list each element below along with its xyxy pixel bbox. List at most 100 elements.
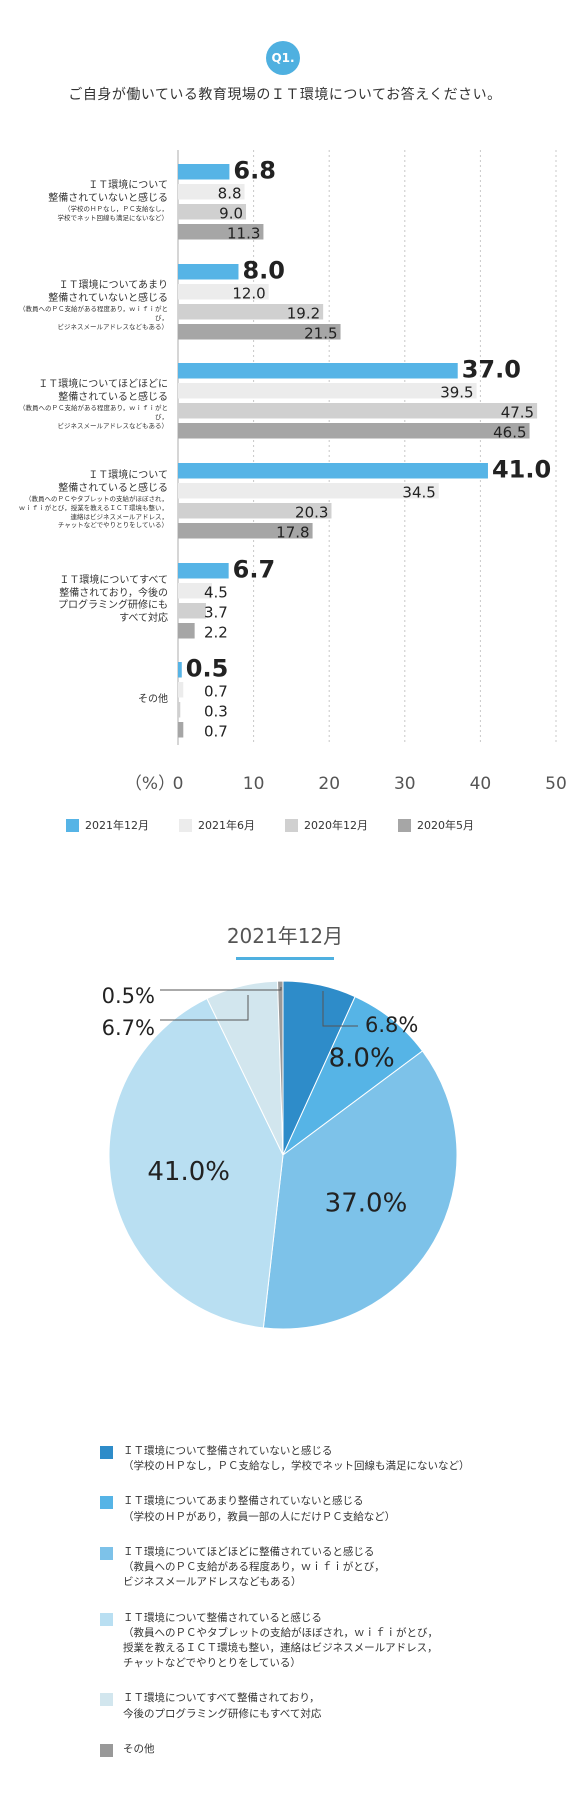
legend-label: 2020年5月: [417, 819, 474, 832]
pie-legend-sub: ビジネスメールアドレスなどもある）: [123, 1576, 302, 1589]
pie-slice: [277, 980, 284, 1156]
category-sub-text: 連絡はビジネスメールアドレス，: [70, 512, 169, 521]
value-label: 0.3: [204, 703, 228, 721]
pie-legend-text: ＩＴ環境について整備されていると感じる （教員へのＰＣやタブレットの支給がほぼされ…: [123, 1611, 438, 1672]
bar: [178, 184, 245, 200]
bar: [178, 702, 181, 718]
value-label: 11.3: [227, 225, 260, 243]
value-label: 4.5: [204, 584, 228, 602]
bar: [178, 224, 264, 240]
pie-legend-sub: 今後のプログラミング研修にもすべて対応: [123, 1707, 322, 1720]
legend-swatch: [179, 818, 192, 832]
value-label: 17.8: [276, 524, 309, 542]
x-tick-label: 50: [545, 774, 567, 794]
pie-legend-item: ＩＴ環境について整備されていると感じる （教員へのＰＣやタブレットの支給がほぼされ…: [100, 1611, 540, 1672]
value-label: 8.0: [242, 257, 285, 285]
pie-leader-line: [322, 991, 358, 1027]
pie-legend-text: ＩＴ環境についてあまり整備されていないと感じる （学校のＨＰがあり，教員一部の人に…: [123, 1494, 395, 1524]
value-label: 3.7: [204, 604, 228, 622]
pie-legend-sub: （学校のＨＰなし，ＰＣ支給なし，学校でネット回線も満足にないなど）: [123, 1460, 470, 1473]
value-label: 6.7: [233, 556, 276, 584]
bar: [178, 423, 530, 439]
x-tick-label: 0: [173, 774, 184, 794]
pie-legend-text: その他: [123, 1742, 155, 1757]
bar-chart: 6.88.8 9.0 11.3 8.012.0 19.2 21.5 37.039.5 47.5…: [125, 150, 567, 794]
category-sub-text: ビジネスメールアドレスなどもある）: [57, 322, 169, 331]
pie-legend-main: ＩＴ環境についてあまり整備されていないと感じる: [123, 1495, 364, 1508]
value-label: 47.5: [501, 404, 534, 422]
category-main-text: プログラミング研修にも: [58, 600, 168, 611]
pie-legend-item: その他: [100, 1742, 540, 1757]
category-main-text: その他: [138, 693, 168, 705]
pie-legend-swatch: [100, 1693, 113, 1707]
pie-legend-main: ＩＴ環境について整備されていると感じる: [123, 1611, 322, 1624]
category-main-text: ＩＴ環境について: [88, 180, 168, 191]
pie-legend-swatch: [100, 1546, 113, 1560]
value-label: 39.5: [440, 384, 473, 402]
legend-item: 2021年6月: [179, 817, 255, 833]
bar: [178, 623, 195, 639]
x-tick-label: 40: [470, 774, 492, 794]
pie-leader-line: [160, 995, 249, 1021]
bar: [178, 603, 206, 619]
bar: [178, 383, 477, 399]
bar: [178, 264, 239, 280]
pie-title: 2021年12月: [226, 924, 344, 948]
category-main-text: ＩＴ環境について: [88, 470, 168, 481]
legend-swatch: [66, 818, 79, 832]
pie-value-label: 6.7%: [102, 1016, 155, 1040]
bar: [178, 324, 341, 340]
pie-slice: [262, 1050, 458, 1330]
pie-value-label: 37.0%: [325, 1189, 408, 1219]
pie-leader-line: [160, 987, 282, 991]
pie-legend-main: その他: [123, 1742, 155, 1755]
legend-item: 2020年5月: [398, 817, 474, 833]
value-label: 46.5: [493, 424, 526, 442]
bar: [178, 722, 184, 738]
pie-value-label: 0.5%: [102, 984, 155, 1008]
legend-swatch: [285, 818, 298, 832]
value-label: 2.2: [204, 624, 228, 642]
pie-legend-swatch: [100, 1496, 113, 1510]
category-label: ＩＴ環境についてすべて 整備されており，今後の プログラミング研修にも すべて対応: [8, 575, 168, 625]
pie-legend-main: ＩＴ環境についてすべて整備されており，: [123, 1692, 320, 1705]
bar-legend: 2021年12月 2021年6月 2020年12月 2020年5月: [66, 817, 474, 833]
pie-legend-sub: 授業を教えるＩＣＴ環境も整い，連絡はビジネスメールアドレス，: [123, 1641, 438, 1654]
legend-swatch: [398, 818, 411, 832]
pie-legend-swatch: [100, 1743, 113, 1757]
x-tick-label: 20: [318, 774, 340, 794]
pie-legend-text: ＩＴ環境についてすべて整備されており， 今後のプログラミング研修にもすべて対応: [123, 1691, 321, 1721]
category-label: ＩＴ環境についてほどほどに 整備されていると感じる （教員へのＰＣ支給がある程度あり…: [8, 379, 168, 430]
bar: [178, 363, 458, 379]
pie-title-underline: [236, 957, 334, 960]
category-main-text: ＩＴ環境についてすべて: [59, 575, 168, 586]
pie-slice: [108, 997, 284, 1329]
bar: [178, 662, 182, 678]
category-sub-text: チャットなどでやりとりをしている）: [57, 521, 168, 530]
category-sub-text: （教員へのＰＣ支給がある程度あり，ｗｉｆｉがとび，: [18, 305, 168, 322]
pie-legend: ＩＴ環境について整備されていないと感じる （学校のＨＰなし，ＰＣ支給なし，学校でネ…: [100, 1444, 540, 1777]
category-label: その他: [8, 694, 168, 707]
pie-legend-swatch: [100, 1612, 113, 1626]
legend-label: 2021年6月: [198, 819, 255, 832]
category-sub-text: （教員へのＰＣ支給がある程度あり，ｗｉｆｉがとび，: [18, 404, 168, 421]
category-main-text: 整備されており，今後の: [59, 587, 168, 599]
question-title: ご自身が働いている教育現場のＩＴ環境についてお答えください。: [68, 87, 502, 103]
category-sub-text: ビジネスメールアドレスなどもある）: [57, 421, 169, 430]
category-sub-text: （学校のＨＰなし，ＰＣ支給なし，: [64, 205, 168, 213]
value-label: 0.7: [204, 683, 228, 701]
bar: [178, 164, 230, 180]
pie-legend-text: ＩＴ環境について整備されていないと感じる （学校のＨＰなし，ＰＣ支給なし，学校でネ…: [123, 1444, 470, 1474]
value-label: 6.8: [233, 157, 276, 185]
category-main-text: 整備されていないと感じる: [48, 292, 168, 304]
pie-value-label: 41.0%: [147, 1157, 230, 1187]
x-tick-label: 30: [394, 774, 416, 794]
value-label: 0.5: [186, 655, 229, 683]
value-label: 0.7: [204, 723, 228, 741]
legend-label: 2020年12月: [304, 819, 368, 832]
pie-legend-sub: （学校のＨＰがあり，教員一部の人にだけＰＣ支給など）: [123, 1510, 396, 1523]
pie-legend-swatch: [100, 1446, 113, 1459]
axis-unit-label: （%）: [125, 774, 175, 794]
pie-legend-sub: （教員へのＰＣやタブレットの支給がほぼされ，ｗｉｆｉがとび，: [123, 1626, 438, 1639]
value-label: 19.2: [287, 305, 320, 323]
